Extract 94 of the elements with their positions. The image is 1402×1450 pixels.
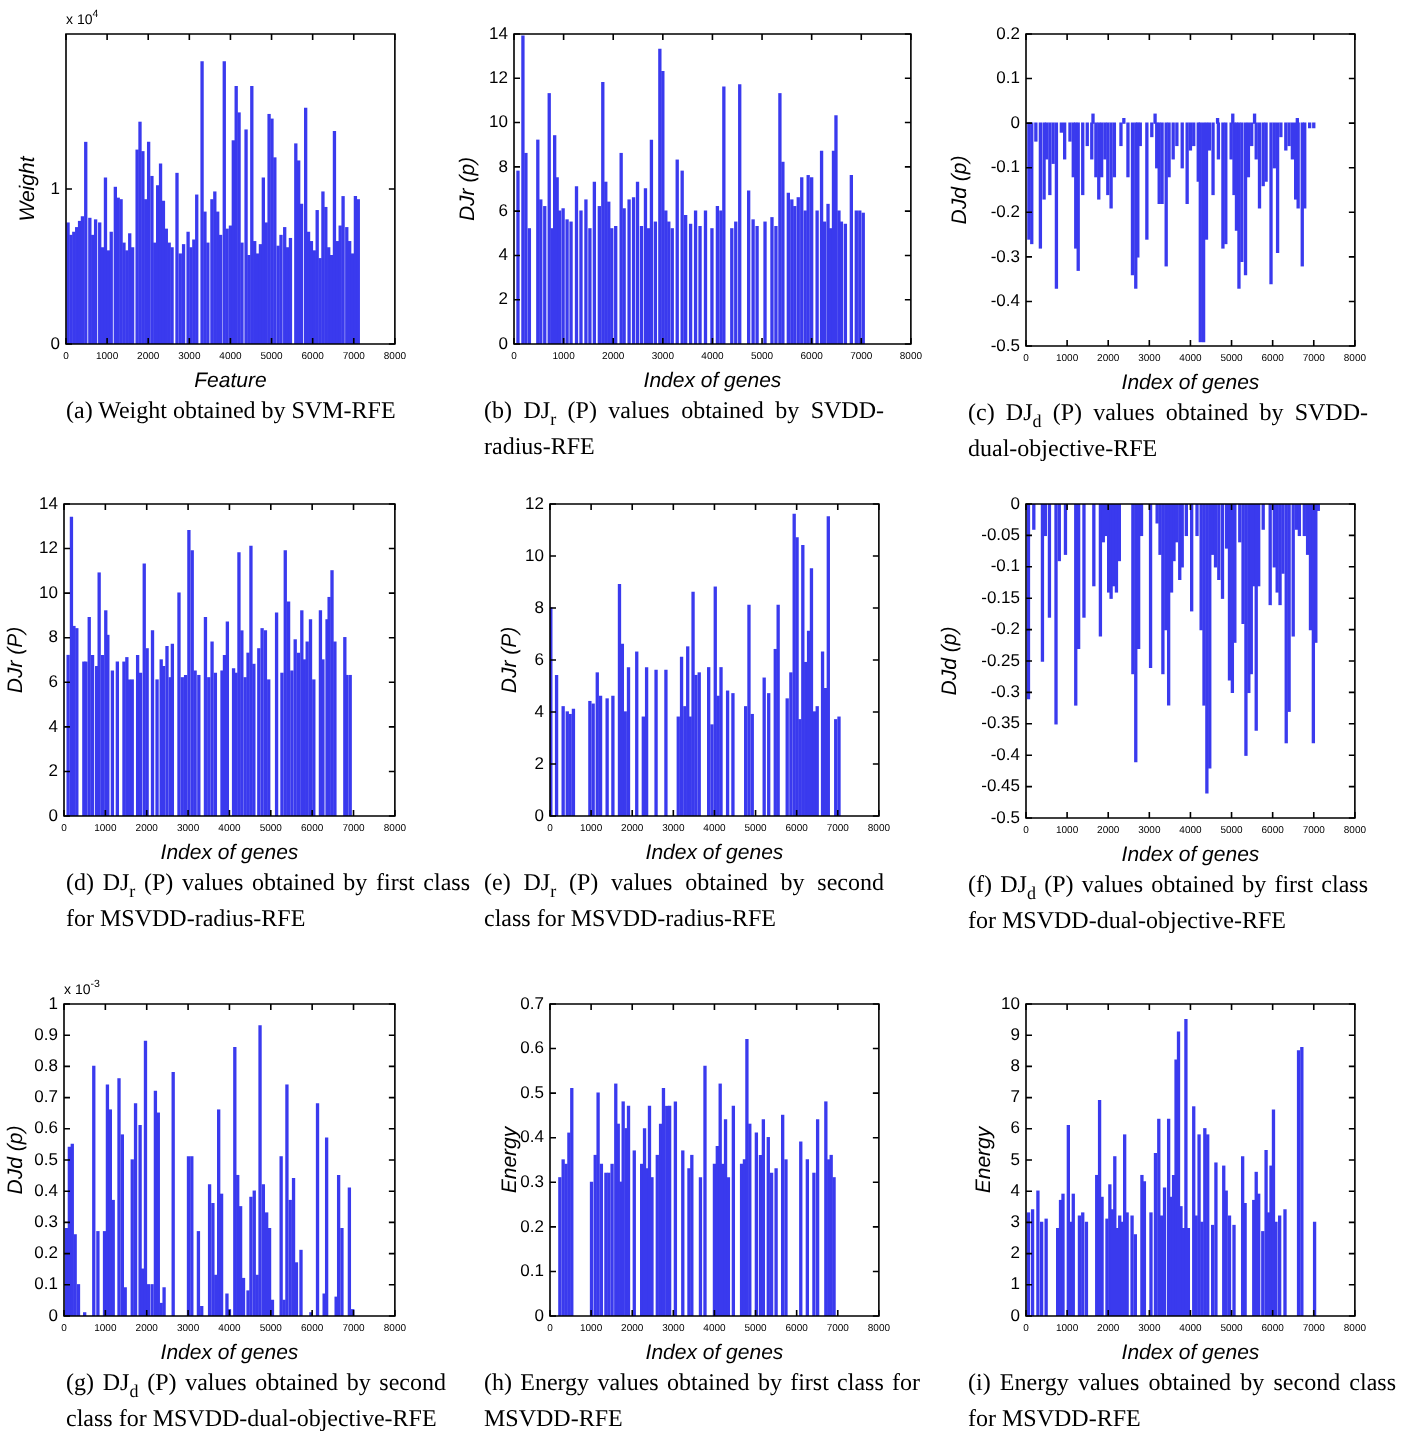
y-tick-label: 8 (498, 155, 509, 176)
x-axis-title: Index of genes (643, 369, 783, 394)
y-tick-label: 10 (39, 581, 59, 602)
x-axis-title: Index of genes (645, 1341, 785, 1366)
y-tick-label: 4 (1010, 1179, 1021, 1200)
y-tick-label: -0.15 (981, 586, 1021, 607)
y-axis-title: DJd (p) (938, 626, 963, 696)
y-tick-label: -0.25 (981, 649, 1021, 670)
y-tick-label: 0.5 (34, 1148, 59, 1169)
y-tick-label: 2 (534, 752, 545, 773)
y-tick-label: 0.7 (34, 1086, 59, 1107)
y-tick-label: 4 (534, 700, 545, 721)
y-tick-label: 0 (1010, 492, 1021, 513)
y-tick-label: -0.45 (981, 775, 1021, 796)
y-tick-label: 4 (48, 715, 59, 736)
y-tick-label: 0.6 (34, 1117, 59, 1138)
y-tick-label: 7 (1010, 1086, 1021, 1107)
y-tick-label: 10 (525, 544, 545, 565)
y-tick-label: 0.3 (520, 1170, 545, 1191)
text: (d) DJ$_{r}$ (P) values obtained by first class for MSVDD-radius-RFE (66, 866, 470, 936)
y-tick-label: 0.1 (34, 1273, 59, 1294)
y-tick-label: -0.5 (990, 806, 1021, 827)
y-tick-label: 0.7 (520, 992, 545, 1013)
y-axis-title: Energy (972, 1125, 997, 1194)
y-tick-label: -0.2 (990, 200, 1021, 221)
y-tick-label: 6 (534, 648, 545, 669)
text: (i) Energy values obtained by second class for MSVDD-RFE (968, 1366, 1396, 1436)
y-tick-label: 0.1 (520, 1260, 545, 1281)
y-tick-label: 0.8 (34, 1055, 59, 1076)
y-tick-label: 0.2 (996, 22, 1021, 43)
y-tick-label: 6 (48, 670, 59, 691)
y-tick-label: 5 (1010, 1148, 1021, 1169)
y-tick-label: 0.4 (34, 1179, 59, 1200)
y-tick-label: -0.5 (990, 334, 1021, 355)
text: (a) Weight obtained by SVM-RFE (66, 394, 398, 428)
y-tick-label: 4 (498, 244, 509, 265)
y-tick-label: -0.3 (990, 681, 1021, 702)
x-axis-title: Index of genes (1121, 843, 1261, 868)
y-tick-label: -0.4 (990, 743, 1021, 764)
x-axis-title: Index of genes (160, 841, 300, 866)
y-tick-label: 0 (1010, 111, 1021, 132)
y-tick-label: 6 (1010, 1117, 1021, 1138)
y-tick-label: 1 (48, 992, 59, 1013)
y-tick-label: 0.6 (520, 1037, 545, 1058)
y-tick-label: 3 (1010, 1211, 1021, 1232)
y-tick-label: -0.05 (981, 524, 1021, 545)
y-tick-label: -0.3 (990, 245, 1021, 266)
y-tick-label: 0.5 (520, 1081, 545, 1102)
y-tick-label: 14 (489, 22, 509, 43)
text: (h) Energy values obtained by first class for MSVDD-RFE (484, 1366, 920, 1436)
y-axis-title: DJd (p) (948, 155, 973, 225)
y-tick-label: 10 (489, 111, 509, 132)
y-tick-label: 8 (534, 596, 545, 617)
y-tick-label: 0.9 (34, 1023, 59, 1044)
y-tick-label: -0.2 (990, 618, 1021, 639)
x-axis-title: Index of genes (645, 841, 785, 866)
y-tick-label: 0.4 (520, 1126, 545, 1147)
y-tick-label: 12 (489, 66, 509, 87)
y-axis-title: Energy (498, 1125, 523, 1194)
x-axis-title: Index of genes (1121, 371, 1261, 396)
y-tick-label: 2 (48, 760, 59, 781)
y-tick-label: 8 (1010, 1055, 1021, 1076)
y-tick-label: 8 (48, 626, 59, 647)
y-tick-label: 12 (39, 537, 59, 558)
y-tick-label: 0.1 (996, 67, 1021, 88)
y-tick-label: 0.2 (520, 1215, 545, 1236)
text: (g) DJ$_{d}$ (P) values obtained by second class for MSVDD-dual-objective-RFE (66, 1366, 447, 1436)
y-tick-label: 1 (1010, 1273, 1021, 1294)
y-axis-title: DJr (P) (498, 626, 523, 694)
y-tick-label: 0.2 (34, 1242, 59, 1263)
y-tick-label: 9 (1010, 1023, 1021, 1044)
y-axis-title: DJd (p) (4, 1125, 29, 1195)
y-tick-label: 10 (1001, 992, 1021, 1013)
y-tick-label: 0.3 (34, 1211, 59, 1232)
text: (b) DJ$_{r}$ (P) values obtained by SVDD-radius-RFE (484, 394, 885, 464)
y-axis-title: DJr (P) (4, 626, 29, 694)
y-tick-label: 1 (50, 177, 61, 198)
y-tick-label: 2 (498, 288, 509, 309)
y-tick-label: -0.1 (990, 555, 1021, 576)
x-axis-title: Index of genes (1121, 1341, 1261, 1366)
text: (c) DJ$_{d}$ (P) values obtained by SVDD-dual-objective-RFE (968, 396, 1369, 466)
y-tick-label: -0.1 (990, 156, 1021, 177)
y-tick-label: 12 (525, 492, 545, 513)
text: (e) DJ$_{r}$ (P) values obtained by second class for MSVDD-radius-RFE (484, 866, 885, 936)
x-axis-title: Feature (194, 369, 267, 394)
y-tick-label: -0.35 (981, 712, 1021, 733)
x-axis-title: Index of genes (160, 1341, 300, 1366)
y-tick-label: -0.4 (990, 290, 1021, 311)
y-tick-label: 6 (498, 199, 509, 220)
y-tick-label: 2 (1010, 1242, 1021, 1263)
y-tick-label: 14 (39, 492, 59, 513)
text: (f) DJ$_{d}$ (P) values obtained by first class for MSVDD-dual-objective-RFE (968, 868, 1368, 938)
y-axis-title: Weight (16, 154, 41, 222)
y-axis-title: DJr (p) (456, 156, 481, 222)
